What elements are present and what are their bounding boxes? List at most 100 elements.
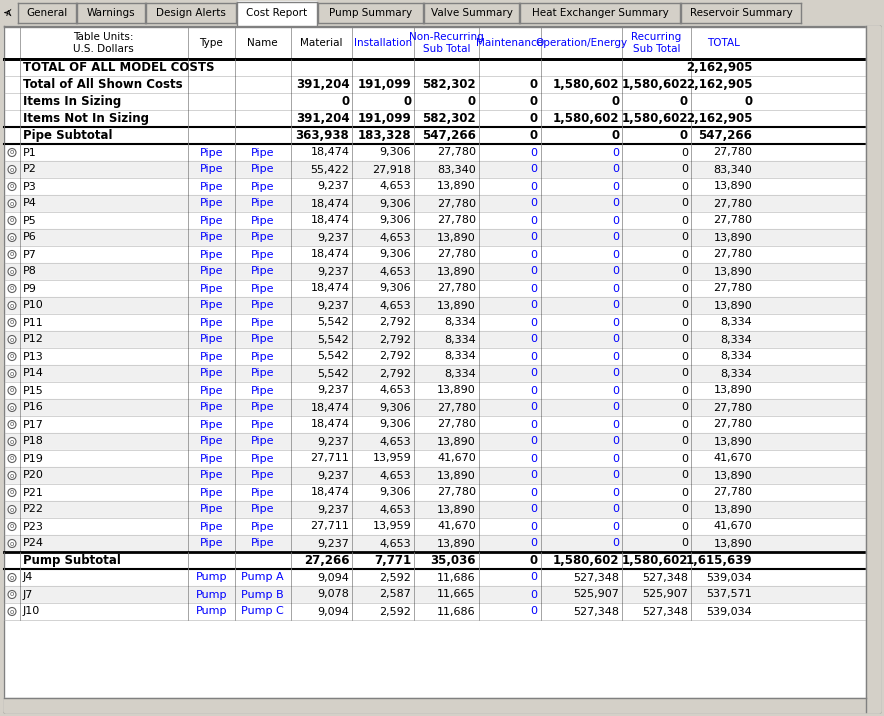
Text: 2,587: 2,587 <box>379 589 411 599</box>
Bar <box>4 280 879 297</box>
Text: P1: P1 <box>23 147 37 158</box>
Text: P23: P23 <box>23 521 44 531</box>
Text: Operation/Energy: Operation/Energy <box>536 38 628 48</box>
Text: 27,780: 27,780 <box>437 402 476 412</box>
Text: 2,792: 2,792 <box>379 317 411 327</box>
Text: 0: 0 <box>530 453 537 463</box>
Text: 41,670: 41,670 <box>713 453 752 463</box>
Text: 13,890: 13,890 <box>713 181 752 191</box>
Text: Pump: Pump <box>195 573 227 583</box>
Bar <box>4 535 879 552</box>
Text: P14: P14 <box>23 369 44 379</box>
Text: Type: Type <box>199 38 223 48</box>
Text: o: o <box>10 438 14 445</box>
Text: 27,780: 27,780 <box>713 249 752 259</box>
Text: o: o <box>10 387 14 394</box>
Bar <box>681 3 801 23</box>
Text: o: o <box>10 490 14 495</box>
Text: 8,334: 8,334 <box>444 317 476 327</box>
Bar <box>4 212 879 229</box>
Text: 0: 0 <box>681 301 688 311</box>
Circle shape <box>8 488 16 496</box>
Text: 0: 0 <box>612 181 619 191</box>
Bar <box>4 569 879 586</box>
Text: 0: 0 <box>681 437 688 447</box>
Text: 0: 0 <box>612 437 619 447</box>
Text: 0: 0 <box>612 249 619 259</box>
Text: 0: 0 <box>612 317 619 327</box>
Text: 547,266: 547,266 <box>422 129 476 142</box>
Text: 13,890: 13,890 <box>437 301 476 311</box>
Text: o: o <box>10 268 14 274</box>
Text: 1,580,602: 1,580,602 <box>552 554 619 567</box>
Text: 41,670: 41,670 <box>437 453 476 463</box>
Circle shape <box>8 539 16 548</box>
Text: Pipe Subtotal: Pipe Subtotal <box>23 129 112 142</box>
Circle shape <box>8 301 16 309</box>
Text: 5,542: 5,542 <box>317 352 349 362</box>
Text: 0: 0 <box>680 129 688 142</box>
Text: 27,780: 27,780 <box>437 420 476 430</box>
Text: 0: 0 <box>612 521 619 531</box>
Text: 4,653: 4,653 <box>379 538 411 548</box>
Text: Pipe: Pipe <box>251 216 274 226</box>
Text: P4: P4 <box>23 198 37 208</box>
Text: 2,792: 2,792 <box>379 334 411 344</box>
Text: 27,266: 27,266 <box>304 554 349 567</box>
Text: 13,890: 13,890 <box>713 505 752 515</box>
Bar <box>4 416 879 433</box>
Text: Name: Name <box>248 38 278 48</box>
Text: 2,592: 2,592 <box>379 606 411 616</box>
Text: 8,334: 8,334 <box>720 334 752 344</box>
Circle shape <box>8 591 16 599</box>
Text: 4,653: 4,653 <box>379 301 411 311</box>
Bar <box>237 1 317 25</box>
Text: 0: 0 <box>612 147 619 158</box>
Text: 0: 0 <box>612 505 619 515</box>
Text: Pipe: Pipe <box>251 181 274 191</box>
Text: 18,474: 18,474 <box>310 147 349 158</box>
Text: o: o <box>10 200 14 206</box>
Text: Pipe: Pipe <box>200 538 223 548</box>
Text: 9,237: 9,237 <box>317 181 349 191</box>
Text: Material: Material <box>301 38 343 48</box>
Text: 0: 0 <box>681 216 688 226</box>
Text: o: o <box>10 354 14 359</box>
Text: o: o <box>10 183 14 190</box>
Text: 0: 0 <box>530 470 537 480</box>
Circle shape <box>8 148 16 157</box>
Text: 0: 0 <box>681 249 688 259</box>
Text: 9,237: 9,237 <box>317 505 349 515</box>
Text: Pipe: Pipe <box>200 284 223 294</box>
Text: o: o <box>10 302 14 309</box>
Text: 5,542: 5,542 <box>317 334 349 344</box>
Bar <box>4 518 879 535</box>
Text: Recurring
Sub Total: Recurring Sub Total <box>631 32 682 54</box>
Text: 527,348: 527,348 <box>573 573 619 583</box>
Text: 9,306: 9,306 <box>379 249 411 259</box>
Text: o: o <box>10 541 14 546</box>
Text: 13,890: 13,890 <box>437 505 476 515</box>
Text: 0: 0 <box>530 233 537 243</box>
Bar <box>77 3 145 23</box>
Bar <box>4 195 879 212</box>
Text: 0: 0 <box>681 521 688 531</box>
Text: 0: 0 <box>530 147 537 158</box>
Text: Pump: Pump <box>195 606 227 616</box>
Text: 13,890: 13,890 <box>437 385 476 395</box>
Text: P11: P11 <box>23 317 43 327</box>
Text: 0: 0 <box>530 505 537 515</box>
Text: Pipe: Pipe <box>251 521 274 531</box>
Text: 9,078: 9,078 <box>317 589 349 599</box>
Bar <box>4 178 879 195</box>
Bar <box>4 484 879 501</box>
Text: Pipe: Pipe <box>200 352 223 362</box>
Bar <box>866 26 880 712</box>
Text: Pipe: Pipe <box>251 233 274 243</box>
Text: 8,334: 8,334 <box>444 334 476 344</box>
Text: 1,580,602: 1,580,602 <box>552 78 619 91</box>
Text: Pipe: Pipe <box>200 334 223 344</box>
Text: 27,711: 27,711 <box>310 453 349 463</box>
Bar <box>0 0 884 24</box>
Text: 0: 0 <box>681 334 688 344</box>
